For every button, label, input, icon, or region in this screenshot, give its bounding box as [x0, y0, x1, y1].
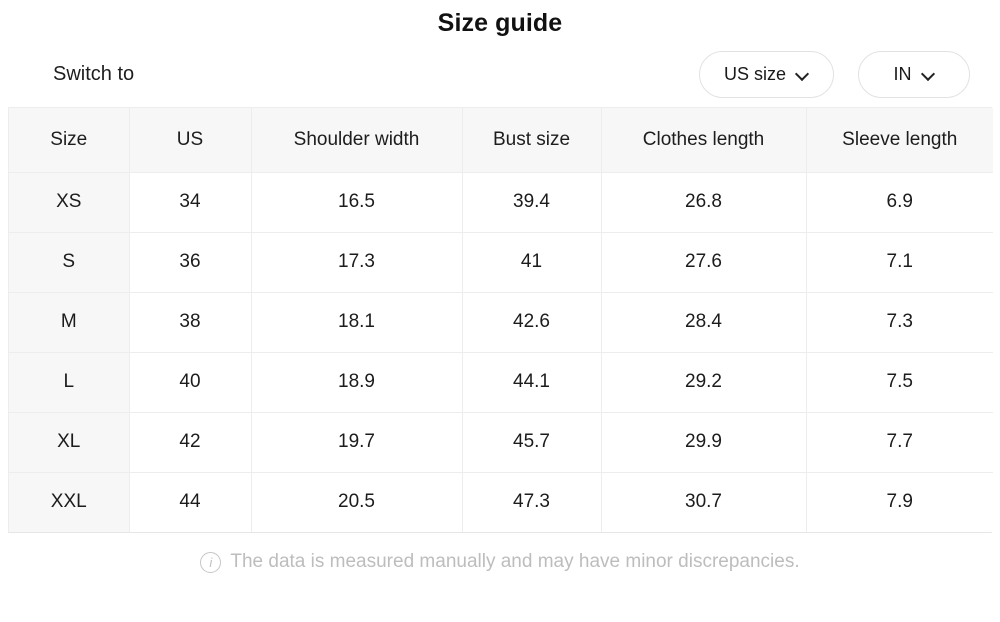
size-system-dropdown[interactable]: US size — [698, 50, 834, 98]
table-row: L 40 18.9 44.1 29.2 7.5 — [9, 352, 993, 413]
unit-dropdown[interactable]: IN — [858, 50, 970, 98]
cell-size: M — [9, 292, 130, 353]
cell-sleeve-length: 7.3 — [806, 292, 993, 353]
cell-us: 36 — [129, 232, 252, 293]
table-header: Size US Shoulder width Bust size Clothes… — [9, 108, 993, 173]
cell-clothes-length: 30.7 — [601, 472, 807, 532]
column-header-bust-size: Bust size — [462, 108, 602, 173]
table-row: XS 34 16.5 39.4 26.8 6.9 — [9, 172, 993, 233]
cell-bust-size: 47.3 — [462, 472, 602, 532]
cell-shoulder-width: 19.7 — [251, 412, 463, 473]
cell-size: L — [9, 352, 130, 413]
cell-us: 38 — [129, 292, 252, 353]
cell-bust-size: 39.4 — [462, 172, 602, 233]
cell-size: XS — [9, 172, 130, 233]
chevron-down-icon — [922, 68, 935, 81]
cell-size: XL — [9, 412, 130, 473]
cell-bust-size: 42.6 — [462, 292, 602, 353]
chevron-down-icon — [796, 68, 809, 81]
cell-clothes-length: 28.4 — [601, 292, 807, 353]
size-table: Size US Shoulder width Bust size Clothes… — [9, 108, 993, 532]
cell-shoulder-width: 18.9 — [251, 352, 463, 413]
unit-selectors: US size IN — [698, 50, 970, 98]
cell-clothes-length: 29.9 — [601, 412, 807, 473]
table-body: XS 34 16.5 39.4 26.8 6.9 S 36 17.3 41 27… — [9, 172, 993, 532]
table-row: S 36 17.3 41 27.6 7.1 — [9, 232, 993, 293]
page-title: Size guide — [437, 9, 563, 37]
cell-bust-size: 44.1 — [462, 352, 602, 413]
cell-shoulder-width: 17.3 — [251, 232, 463, 293]
size-table-container: Size US Shoulder width Bust size Clothes… — [8, 107, 993, 533]
column-header-sleeve-length: Sleeve length — [806, 108, 993, 173]
cell-bust-size: 45.7 — [462, 412, 602, 473]
switch-to-row: Switch to US size IN — [0, 41, 1000, 107]
table-row: M 38 18.1 42.6 28.4 7.3 — [9, 292, 993, 353]
cell-us: 44 — [129, 472, 252, 532]
cell-clothes-length: 26.8 — [601, 172, 807, 233]
cell-sleeve-length: 7.1 — [806, 232, 993, 293]
cell-sleeve-length: 7.9 — [806, 472, 993, 532]
cell-sleeve-length: 7.5 — [806, 352, 993, 413]
info-circle-icon: i — [200, 551, 222, 573]
cell-size: XXL — [9, 472, 130, 532]
column-header-clothes-length: Clothes length — [601, 108, 807, 173]
table-row: XXL 44 20.5 47.3 30.7 7.9 — [9, 472, 993, 532]
unit-dropdown-label: IN — [893, 63, 912, 84]
column-header-us: US — [129, 108, 252, 173]
table-row: XL 42 19.7 45.7 29.9 7.7 — [9, 412, 993, 473]
switch-to-label: Switch to — [53, 62, 135, 85]
cell-clothes-length: 27.6 — [601, 232, 807, 293]
cell-us: 40 — [129, 352, 252, 413]
cell-shoulder-width: 18.1 — [251, 292, 463, 353]
cell-shoulder-width: 16.5 — [251, 172, 463, 233]
column-header-shoulder-width: Shoulder width — [251, 108, 463, 173]
cell-us: 42 — [129, 412, 252, 473]
size-system-dropdown-label: US size — [723, 63, 786, 84]
cell-us: 34 — [129, 172, 252, 233]
table-header-row: Size US Shoulder width Bust size Clothes… — [9, 108, 993, 173]
measurement-disclaimer-text: The data is measured manually and may ha… — [230, 551, 800, 572]
cell-sleeve-length: 6.9 — [806, 172, 993, 233]
cell-shoulder-width: 20.5 — [251, 472, 463, 532]
cell-sleeve-length: 7.7 — [806, 412, 993, 473]
column-header-size: Size — [9, 108, 130, 173]
cell-clothes-length: 29.2 — [601, 352, 807, 413]
cell-size: S — [9, 232, 130, 293]
cell-bust-size: 41 — [462, 232, 602, 293]
measurement-disclaimer: i The data is measured manually and may … — [0, 551, 1000, 573]
